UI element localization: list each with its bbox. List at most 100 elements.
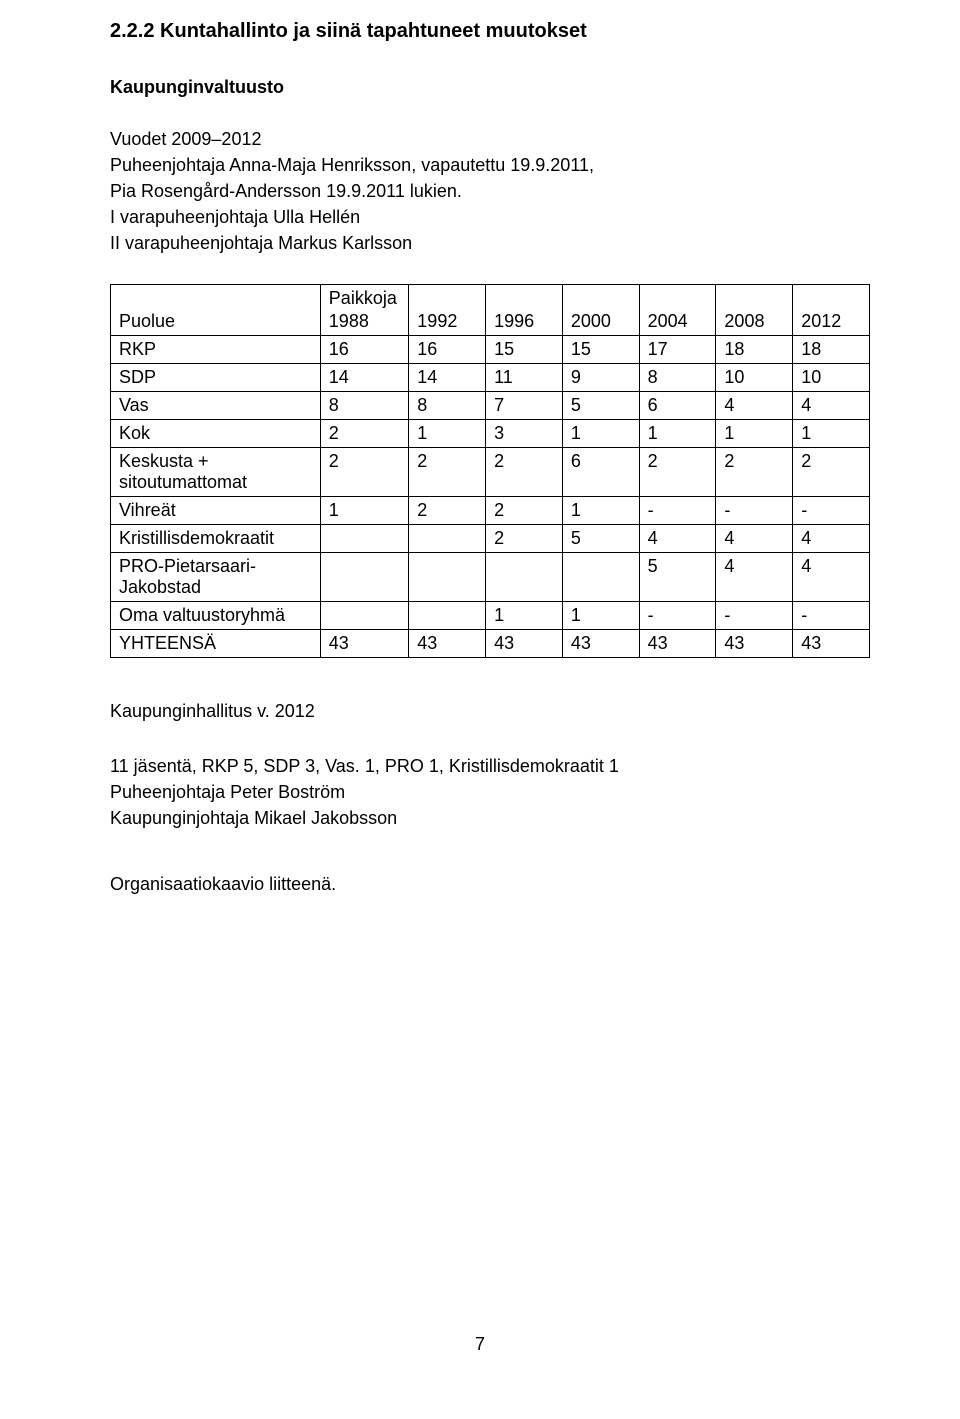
- seats-table: Puolue Paikkoja 1988 1992 1996 2000 2004: [110, 284, 870, 658]
- table-cell: 1: [716, 420, 793, 448]
- text-line: Kaupunginjohtaja Mikael Jakobsson: [110, 808, 397, 828]
- row-label: YHTEENSÄ: [111, 630, 321, 658]
- table-cell: 2: [716, 448, 793, 497]
- row-label: Vihreät: [111, 497, 321, 525]
- table-cell: 1: [562, 497, 639, 525]
- table-cell: 2: [486, 448, 563, 497]
- year-label: 1996: [494, 311, 554, 332]
- table-cell: -: [716, 602, 793, 630]
- table-cell: 43: [716, 630, 793, 658]
- table-cell: 4: [716, 525, 793, 553]
- section-heading: 2.2.2 Kuntahallinto ja siinä tapahtuneet…: [110, 20, 870, 43]
- table-header-cell: 2008: [716, 285, 793, 336]
- table-cell: 43: [793, 630, 870, 658]
- table-cell: [320, 553, 409, 602]
- row-label: Kristillisdemokraatit: [111, 525, 321, 553]
- year-label: 1992: [417, 311, 477, 332]
- intro-paragraph: Vuodet 2009–2012 Puheenjohtaja Anna-Maja…: [110, 126, 870, 256]
- table-cell: 4: [639, 525, 716, 553]
- table-cell: 5: [639, 553, 716, 602]
- row-label: Vas: [111, 392, 321, 420]
- table-row: Keskusta + sitoutumattomat 2 2 2 6 2 2 2: [111, 448, 870, 497]
- table-cell: [320, 602, 409, 630]
- text-line: Puheenjohtaja Anna-Maja Henriksson, vapa…: [110, 155, 594, 175]
- table-cell: [409, 553, 486, 602]
- text-line: Vuodet 2009–2012: [110, 129, 261, 149]
- table-cell: 5: [562, 392, 639, 420]
- table-cell: 1: [409, 420, 486, 448]
- page-number: 7: [0, 1334, 960, 1355]
- table-cell: 3: [486, 420, 563, 448]
- text-line: 11 jäsentä, RKP 5, SDP 3, Vas. 1, PRO 1,…: [110, 756, 619, 776]
- text-line: Puheenjohtaja Peter Boström: [110, 782, 345, 802]
- table-row: Kok 2 1 3 1 1 1 1: [111, 420, 870, 448]
- text-line: II varapuheenjohtaja Markus Karlsson: [110, 233, 412, 253]
- table-cell: 10: [793, 364, 870, 392]
- row-label: RKP: [111, 336, 321, 364]
- table-cell: 1: [639, 420, 716, 448]
- table-cell: 6: [562, 448, 639, 497]
- table-cell: 5: [562, 525, 639, 553]
- row-label: PRO-Pietarsaari-Jakobstad: [111, 553, 321, 602]
- table-cell: 10: [716, 364, 793, 392]
- table-header-cell: Paikkoja 1988: [320, 285, 409, 336]
- table-cell: [409, 602, 486, 630]
- table-cell: -: [639, 602, 716, 630]
- table-cell: 1: [562, 420, 639, 448]
- table-cell: [486, 553, 563, 602]
- footer-line: Organisaatiokaavio liitteenä.: [110, 871, 870, 897]
- table-cell: [320, 525, 409, 553]
- table-cell: 2: [793, 448, 870, 497]
- table-cell: 4: [716, 553, 793, 602]
- table-header-cell: 1992: [409, 285, 486, 336]
- table-cell: 7: [486, 392, 563, 420]
- table-cell: 15: [562, 336, 639, 364]
- table-cell: 6: [639, 392, 716, 420]
- body-paragraph: 11 jäsentä, RKP 5, SDP 3, Vas. 1, PRO 1,…: [110, 753, 870, 831]
- document-page: 2.2.2 Kuntahallinto ja siinä tapahtuneet…: [0, 0, 960, 897]
- row-label: Keskusta + sitoutumattomat: [111, 448, 321, 497]
- table-cell: 1: [486, 602, 563, 630]
- table-cell: 1: [562, 602, 639, 630]
- table-cell: -: [639, 497, 716, 525]
- table-cell: 1: [793, 420, 870, 448]
- table-cell: 9: [562, 364, 639, 392]
- year-label: 2004: [648, 311, 708, 332]
- table-cell: 16: [320, 336, 409, 364]
- table-header-row: Puolue Paikkoja 1988 1992 1996 2000 2004: [111, 285, 870, 336]
- table-row: Vas 8 8 7 5 6 4 4: [111, 392, 870, 420]
- text-line: I varapuheenjohtaja Ulla Hellén: [110, 207, 360, 227]
- table-cell: 8: [409, 392, 486, 420]
- table-row: Oma valtuustoryhmä 1 1 - - -: [111, 602, 870, 630]
- text-line: Pia Rosengård-Andersson 19.9.2011 lukien…: [110, 181, 462, 201]
- table-header-cell: 2000: [562, 285, 639, 336]
- table-row: YHTEENSÄ 43 43 43 43 43 43 43: [111, 630, 870, 658]
- table-cell: 14: [409, 364, 486, 392]
- subsection-title: Kaupunginvaltuusto: [110, 77, 870, 98]
- table-cell: 4: [793, 392, 870, 420]
- table-cell: 1: [320, 497, 409, 525]
- table-header-cell: Puolue: [111, 285, 321, 336]
- table-row: Vihreät 1 2 2 1 - - -: [111, 497, 870, 525]
- table-cell: 8: [639, 364, 716, 392]
- year-label: 1988: [329, 311, 401, 332]
- table-cell: 4: [716, 392, 793, 420]
- table-cell: 43: [639, 630, 716, 658]
- table-row: SDP 14 14 11 9 8 10 10: [111, 364, 870, 392]
- table-cell: 18: [716, 336, 793, 364]
- subsection-title-2: Kaupunginhallitus v. 2012: [110, 698, 870, 724]
- year-label: 2012: [801, 311, 861, 332]
- table-cell: 2: [320, 448, 409, 497]
- table-cell: 4: [793, 525, 870, 553]
- table-cell: 43: [409, 630, 486, 658]
- table-cell: 2: [486, 525, 563, 553]
- table-header-cell: 2004: [639, 285, 716, 336]
- table-cell: 43: [562, 630, 639, 658]
- table-cell: 8: [320, 392, 409, 420]
- table-header-cell: 2012: [793, 285, 870, 336]
- header-top-text: Paikkoja: [329, 288, 401, 311]
- table-cell: 2: [486, 497, 563, 525]
- table-row: PRO-Pietarsaari-Jakobstad 5 4 4: [111, 553, 870, 602]
- table-cell: 16: [409, 336, 486, 364]
- table-cell: [562, 553, 639, 602]
